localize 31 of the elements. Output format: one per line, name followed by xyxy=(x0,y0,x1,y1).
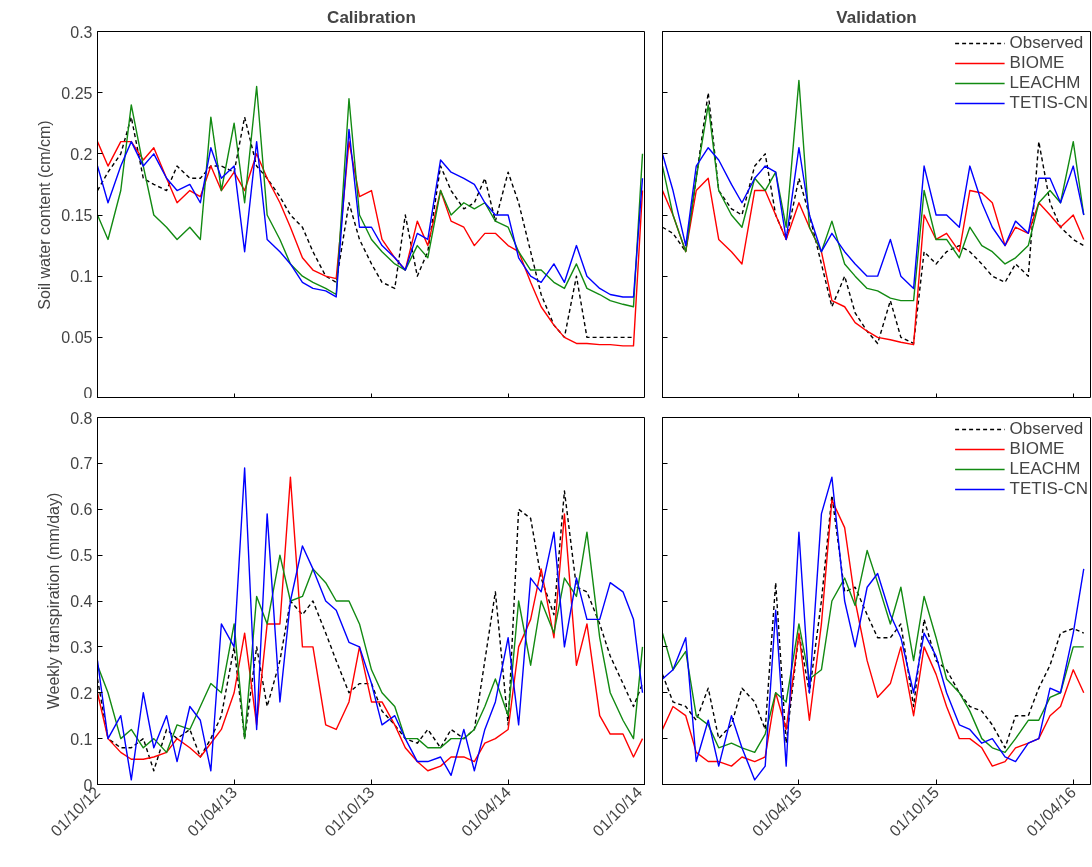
y-tick-label: 0.2 xyxy=(70,145,93,163)
y-tick-label: 0.5 xyxy=(70,547,93,565)
legend-label: TETIS-CN xyxy=(1009,93,1088,113)
chart-title: Calibration xyxy=(327,7,416,27)
y-axis-title: Weekly transpiration (mm/day) xyxy=(45,492,63,710)
y-tick-label: 0.3 xyxy=(70,638,93,656)
y-axis-title: Soil water content (cm/cm) xyxy=(36,120,54,310)
legend-label: LEACHM xyxy=(1009,73,1081,93)
legend-label: TETIS-CN xyxy=(1009,479,1088,499)
y-tick-label: 0.4 xyxy=(70,593,93,610)
y-tick-label: 0.3 xyxy=(70,23,93,41)
y-tick-label: 0 xyxy=(83,384,93,402)
chart-title: Validation xyxy=(836,7,917,27)
y-tick-label: 0.05 xyxy=(61,329,93,347)
y-tick-label: 0.15 xyxy=(61,207,93,224)
legend-label: LEACHM xyxy=(1009,459,1081,479)
y-tick-label: 0.1 xyxy=(70,730,93,748)
legend-label: Observed xyxy=(1009,419,1084,439)
y-tick-label: 0.7 xyxy=(70,455,93,473)
legend-label: Observed xyxy=(1009,33,1084,53)
y-tick-label: 0.6 xyxy=(70,501,93,519)
legend-label: BIOME xyxy=(1009,439,1065,459)
y-tick-label: 0.25 xyxy=(61,84,93,102)
legend-label: BIOME xyxy=(1009,53,1065,73)
line-series xyxy=(97,85,644,308)
y-tick-label: 0.1 xyxy=(70,268,93,286)
line-series xyxy=(97,128,644,298)
line-series xyxy=(97,531,644,754)
y-tick-label: 0.8 xyxy=(70,409,93,427)
y-tick-label: 0.2 xyxy=(70,684,93,702)
line-series xyxy=(97,140,644,347)
